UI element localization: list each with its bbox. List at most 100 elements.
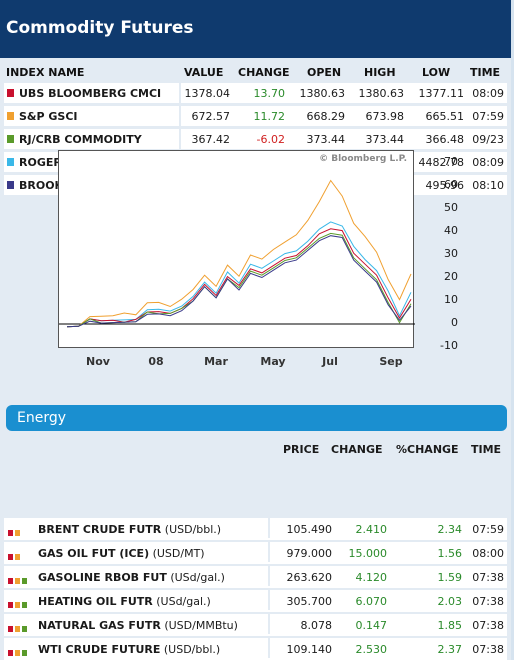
cell-divider (268, 614, 270, 634)
index-row[interactable]: S&P GSCI 672.57 11.72 668.29 673.98 665.51 07:… (4, 106, 507, 126)
series-color-swatch (7, 89, 14, 97)
energy-name-cell[interactable]: NATURAL GAS FUTR (USD/MMBtu) (38, 619, 238, 632)
cell-divider (268, 638, 270, 658)
index-change: -6.02 (256, 133, 285, 146)
energy-row[interactable]: GASOLINE RBOB FUT (USd/gal.) 263.620 4.120… (4, 566, 507, 588)
energy-row[interactable]: HEATING OIL FUTR (USd/gal.) 305.700 6.070 2… (4, 590, 507, 612)
contract-name: GAS OIL FUT (ICE) (38, 547, 150, 560)
status-dots (8, 646, 32, 656)
index-row[interactable]: UBS BLOOMBERG CMCI 1378.04 13.70 1380.63 138… (4, 83, 507, 103)
chart-y-axis: 70 60 50 40 30 20 10 0 -10 (418, 150, 458, 352)
x-tick-label: May (260, 355, 286, 368)
status-dot-icon (22, 602, 27, 608)
series-color-swatch (7, 135, 14, 143)
index-name: RJ/CRB COMMODITY (19, 133, 142, 146)
status-dots (8, 526, 32, 536)
series-color-swatch (7, 112, 14, 120)
energy-price: 8.078 (300, 619, 333, 632)
col-high: HIGH (364, 66, 396, 79)
status-dots (8, 574, 32, 584)
cell-divider (268, 590, 270, 610)
chart-plot (59, 179, 415, 328)
contract-name: BRENT CRUDE FUTR (38, 523, 162, 536)
col-time: TIME (471, 443, 502, 456)
index-low: 495.96 (425, 179, 465, 192)
energy-pct-change: 1.56 (437, 547, 463, 560)
energy-price: 263.620 (286, 571, 333, 584)
index-name: S&P GSCI (19, 110, 78, 123)
col-index-name: INDEX NAME (6, 66, 85, 79)
energy-change: 15.000 (348, 547, 388, 560)
y-tick-label: 0 (451, 316, 458, 329)
energy-name-cell[interactable]: HEATING OIL FUTR (USd/gal.) (38, 595, 211, 608)
index-change: 13.70 (253, 87, 286, 100)
index-open: 668.29 (306, 110, 346, 123)
y-tick-label: 40 (444, 224, 458, 237)
series-line (66, 228, 412, 328)
series-color-swatch (7, 158, 14, 166)
index-row[interactable]: RJ/CRB COMMODITY 367.42 -6.02 373.44 373.44 3… (4, 129, 507, 149)
series-line (66, 221, 412, 328)
cell-divider (179, 129, 181, 149)
status-dot-icon (22, 578, 27, 584)
x-tick-label: Nov (86, 355, 110, 368)
energy-section-header[interactable]: Energy (6, 405, 507, 431)
col-value: VALUE (184, 66, 224, 79)
energy-pct-change: 1.59 (437, 571, 463, 584)
energy-name-cell[interactable]: GAS OIL FUT (ICE) (USD/MT) (38, 547, 205, 560)
energy-time: 07:59 (472, 523, 504, 536)
energy-section-title: Energy (17, 410, 67, 426)
energy-row[interactable]: GAS OIL FUT (ICE) (USD/MT) 979.000 15.000 1… (4, 542, 507, 564)
series-line (66, 232, 412, 328)
contract-unit: (USd/gal.) (156, 595, 211, 608)
index-time: 09/23 (472, 133, 504, 146)
energy-change: 2.530 (355, 643, 388, 656)
index-open: 1380.63 (299, 87, 346, 100)
energy-change: 2.410 (355, 523, 388, 536)
status-dot-icon (15, 578, 20, 584)
energy-time: 07:38 (472, 619, 504, 632)
energy-time: 07:38 (472, 643, 504, 656)
energy-row[interactable]: WTI CRUDE FUTURE (USD/bbl.) 109.140 2.530 2… (4, 638, 507, 660)
series-color-swatch (7, 181, 14, 189)
energy-change: 4.120 (355, 571, 388, 584)
page-header: Commodity Futures (0, 0, 511, 58)
status-dot-icon (15, 554, 20, 560)
x-tick-label: Mar (204, 355, 228, 368)
status-dot-icon (8, 530, 13, 536)
x-tick-label: Sep (379, 355, 403, 368)
energy-name-cell[interactable]: GASOLINE RBOB FUT (USd/gal.) (38, 571, 225, 584)
x-tick-label: 08 (148, 355, 164, 368)
cell-divider (179, 83, 181, 103)
col-low: LOW (422, 66, 451, 79)
cell-divider (268, 518, 270, 538)
col-pct-change: %CHANGE (396, 443, 459, 456)
status-dot-icon (8, 650, 13, 656)
index-value: 367.42 (191, 133, 231, 146)
energy-change: 6.070 (355, 595, 388, 608)
status-dot-icon (22, 626, 27, 632)
x-tick-label: Jul (322, 355, 338, 368)
status-dot-icon (8, 626, 13, 632)
contract-unit: (USD/bbl.) (163, 643, 221, 656)
status-dot-icon (8, 578, 13, 584)
status-dots (8, 550, 32, 560)
index-table-header: INDEX NAME VALUE CHANGE OPEN HIGH LOW TI… (0, 66, 511, 80)
col-change: CHANGE (238, 66, 290, 79)
index-high: 673.98 (365, 110, 405, 123)
y-tick-label: -10 (440, 339, 458, 352)
energy-name-cell[interactable]: BRENT CRUDE FUTR (USD/bbl.) (38, 523, 221, 536)
index-high: 1380.63 (358, 87, 405, 100)
index-value: 672.57 (191, 110, 231, 123)
index-low: 366.48 (425, 133, 465, 146)
contract-name: HEATING OIL FUTR (38, 595, 153, 608)
energy-name-cell[interactable]: WTI CRUDE FUTURE (USD/bbl.) (38, 643, 220, 656)
col-open: OPEN (307, 66, 342, 79)
status-dot-icon (15, 530, 20, 536)
energy-price: 105.490 (286, 523, 333, 536)
contract-name: NATURAL GAS FUTR (38, 619, 161, 632)
energy-row[interactable]: BRENT CRUDE FUTR (USD/bbl.) 105.490 2.410 2… (4, 518, 507, 540)
y-tick-label: 70 (444, 155, 458, 168)
energy-row[interactable]: NATURAL GAS FUTR (USD/MMBtu) 8.078 0.147 1.… (4, 614, 507, 636)
energy-change: 0.147 (355, 619, 388, 632)
